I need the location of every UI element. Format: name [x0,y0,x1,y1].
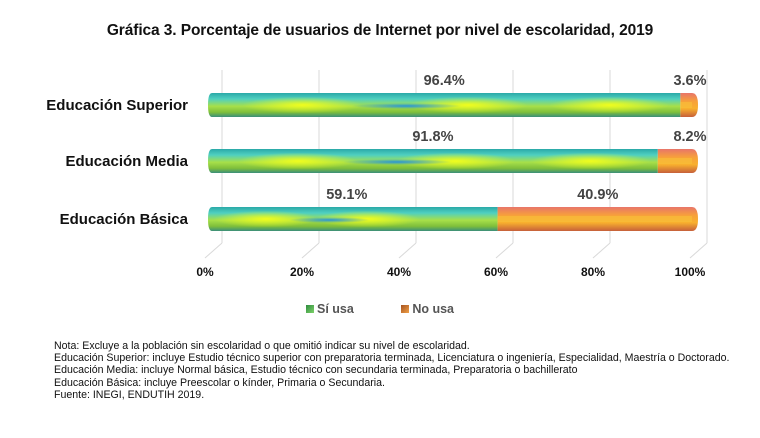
x-tick-label: 0% [196,265,214,279]
note-line: Fuente: INEGI, ENDUTIH 2019. [54,388,205,401]
x-tick-label: 40% [387,265,411,279]
bar-si-usa [208,93,681,117]
legend: Sí usa No usa [0,302,760,316]
x-tick-label: 20% [290,265,314,279]
bar-no-usa [497,207,698,231]
legend-label: No usa [412,302,454,316]
gridline-floor [495,242,514,259]
x-tick-label: 60% [484,265,508,279]
note-line: Nota: Excluye a la población sin escolar… [54,340,470,352]
bar-si-usa [208,149,658,173]
gridline-floor [398,242,417,259]
bar-highlight [497,216,692,222]
chart-plot: 0% 20% 40% 60% 80% 100% Educación Superior 96.4… [46,70,708,279]
bar-highlight [341,159,452,165]
data-label: 96.4% [424,73,465,89]
data-label: 8.2% [673,129,706,145]
bar-highlight [407,96,528,114]
data-label: 91.8% [412,129,453,145]
legend-swatch-si-usa [306,305,314,313]
bar-highlight [351,103,462,109]
bar-highlight [530,152,651,170]
data-label: 59.1% [326,187,367,203]
note-line: Educación Básica: incluye Preescolar o k… [54,376,385,389]
bar-highlight [657,158,692,164]
bar-highlight [549,96,670,114]
x-tick-label: 80% [581,265,605,279]
legend-swatch-no-usa [401,305,410,313]
bar-highlight [289,217,371,223]
bar-highlight [395,152,516,170]
gridline-floor [592,242,611,259]
bar-si-usa [208,207,498,231]
bar-no-usa [657,149,698,173]
category-label: Educación Media [65,153,188,170]
x-tick-label: 100% [675,265,706,279]
note-line: Educación Superior: incluye Estudio técn… [54,352,730,365]
bar-no-usa [680,93,698,117]
category-label: Educación Superior [46,97,188,114]
chart-title: Gráfica 3. Porcentaje de usuarios de Int… [106,22,654,39]
gridline-floor [204,242,223,259]
bar-highlight [242,96,363,114]
gridline-floor [301,242,320,259]
legend-label: Sí usa [317,302,354,316]
note-line: Educación Media: incluye Normal básica, … [54,364,578,377]
gridline-floor [689,242,708,259]
bar-highlight [237,152,358,170]
legend-item-si-usa: Sí usa [306,302,354,316]
bar-highlight [213,210,319,228]
legend-item-no-usa: No usa [401,302,454,316]
chart-notes: Nota: Excluye a la población sin escolar… [54,340,754,401]
data-label: 40.9% [577,187,618,203]
category-label: Educación Básica [60,211,189,228]
bar-highlight [680,102,692,108]
data-label: 3.6% [673,73,706,89]
